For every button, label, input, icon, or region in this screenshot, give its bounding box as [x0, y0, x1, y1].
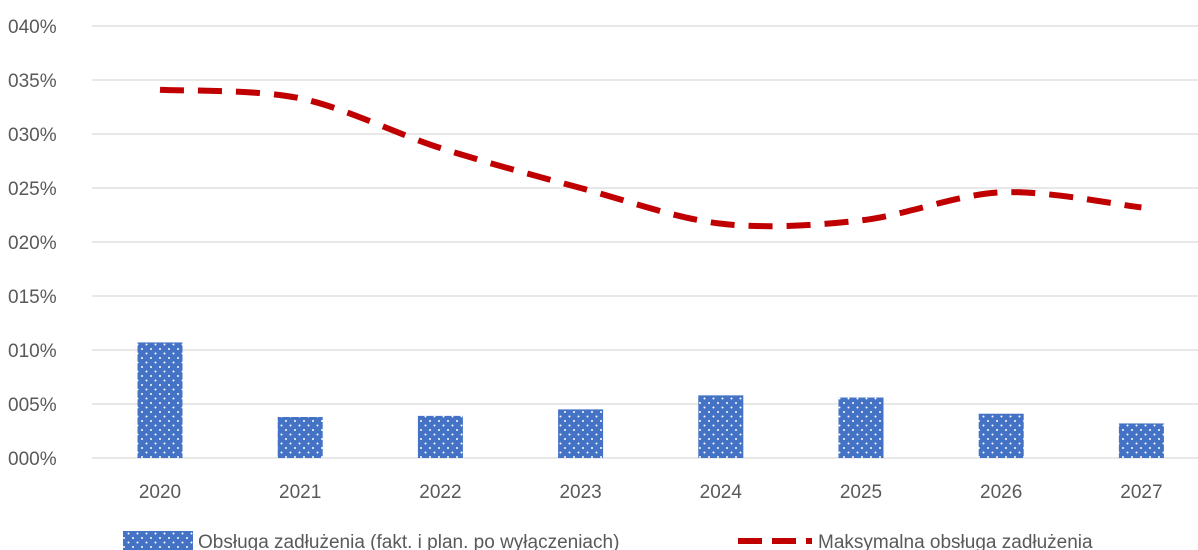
bar-2021 — [277, 416, 323, 458]
x-tick-label: 2023 — [559, 482, 601, 503]
x-tick-label: 2020 — [139, 482, 181, 503]
y-tick-label: 040% — [8, 17, 57, 38]
bar-series — [137, 342, 1164, 458]
legend-bar-label: Obsługa zadłużenia (fakt. i plan. po wył… — [198, 532, 619, 550]
x-axis-tick-labels: 2020 2021 2022 2023 2024 2025 2026 2027 — [139, 482, 1163, 503]
y-tick-label: 010% — [8, 341, 57, 362]
y-axis-tick-labels: 000% 005% 010% 015% 020% 025% 030% 035% 040% — [8, 17, 57, 470]
x-tick-label: 2021 — [279, 482, 321, 503]
y-tick-label: 030% — [8, 125, 57, 146]
max-debt-service-line — [159, 86, 1142, 230]
bar-2020 — [137, 342, 183, 458]
x-tick-label: 2025 — [840, 482, 882, 503]
y-tick-label: 015% — [8, 287, 57, 308]
bar-2025 — [838, 397, 884, 458]
legend-bar-swatch — [123, 531, 193, 550]
bar-2024 — [698, 395, 744, 458]
x-tick-label: 2026 — [980, 482, 1022, 503]
bar-2026 — [978, 413, 1024, 458]
bar-2027 — [1118, 423, 1164, 458]
y-tick-label: 000% — [8, 449, 57, 470]
gridlines — [92, 25, 1198, 459]
y-tick-label: 035% — [8, 71, 57, 92]
legend-line-label: Maksymalna obsługa zadłużenia — [818, 532, 1093, 550]
x-tick-label: 2027 — [1120, 482, 1162, 503]
x-tick-label: 2022 — [419, 482, 461, 503]
bar-2022 — [417, 415, 463, 458]
bar-2023 — [558, 409, 604, 458]
y-tick-label: 025% — [8, 179, 57, 200]
y-tick-label: 020% — [8, 233, 57, 254]
y-tick-label: 005% — [8, 395, 57, 416]
legend: Obsługa zadłużenia (fakt. i plan. po wył… — [123, 531, 1093, 550]
x-tick-label: 2024 — [700, 482, 743, 503]
